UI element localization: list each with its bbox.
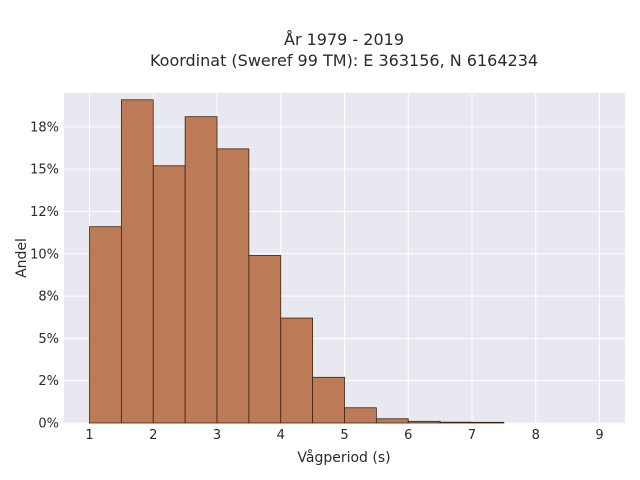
histogram-bar-7 xyxy=(312,376,345,424)
x-tick-label-5: 5 xyxy=(340,428,348,443)
histogram-bar-9 xyxy=(375,418,409,424)
y-tick-label: 18% xyxy=(30,120,59,135)
x-tick-label-6: 6 xyxy=(404,428,412,443)
bars-group xyxy=(89,99,505,424)
histogram-bar-2 xyxy=(152,165,186,424)
chart-title: År 1979 - 2019 xyxy=(284,30,404,49)
y-ticks: 0% 2% 5% 8% 10% 12% 15% 18% xyxy=(30,120,59,431)
chart-subtitle: Koordinat (Sweref 99 TM): E 363156, N 61… xyxy=(150,51,538,70)
y-tick-label: 0% xyxy=(38,417,59,432)
y-tick-label: 12% xyxy=(30,205,59,220)
y-tick-label: 5% xyxy=(38,332,59,347)
x-tick-label-7: 7 xyxy=(468,428,476,443)
y-tick-label: 8% xyxy=(38,290,59,305)
histogram-bar-0 xyxy=(89,226,122,424)
y-axis-label: Andel xyxy=(14,238,30,278)
histogram-bar-12 xyxy=(471,421,505,424)
x-tick-label-1: 1 xyxy=(85,428,93,443)
histogram-bar-11 xyxy=(439,421,473,424)
x-tick-label-4: 4 xyxy=(277,428,285,443)
histogram-bar-1 xyxy=(120,99,154,424)
x-tick-label-2: 2 xyxy=(149,428,157,443)
histogram-bar-4 xyxy=(216,148,250,424)
x-tick-label-8: 8 xyxy=(532,428,540,443)
histogram-bar-6 xyxy=(280,317,314,424)
x-axis-label: Vågperiod (s) xyxy=(297,449,390,466)
histogram-bar-10 xyxy=(407,420,441,424)
y-tick-label: 10% xyxy=(30,247,59,262)
histogram-bar-3 xyxy=(184,116,218,424)
y-tick-label: 15% xyxy=(30,163,59,178)
histogram-bar-5 xyxy=(248,255,282,424)
x-tick-label-3: 3 xyxy=(213,428,221,443)
histogram-bar-8 xyxy=(344,407,377,424)
x-ticks: 1 2 3 4 5 6 7 8 9 xyxy=(85,428,603,443)
x-tick-label-9: 9 xyxy=(595,428,603,443)
y-tick-label: 2% xyxy=(38,374,59,389)
